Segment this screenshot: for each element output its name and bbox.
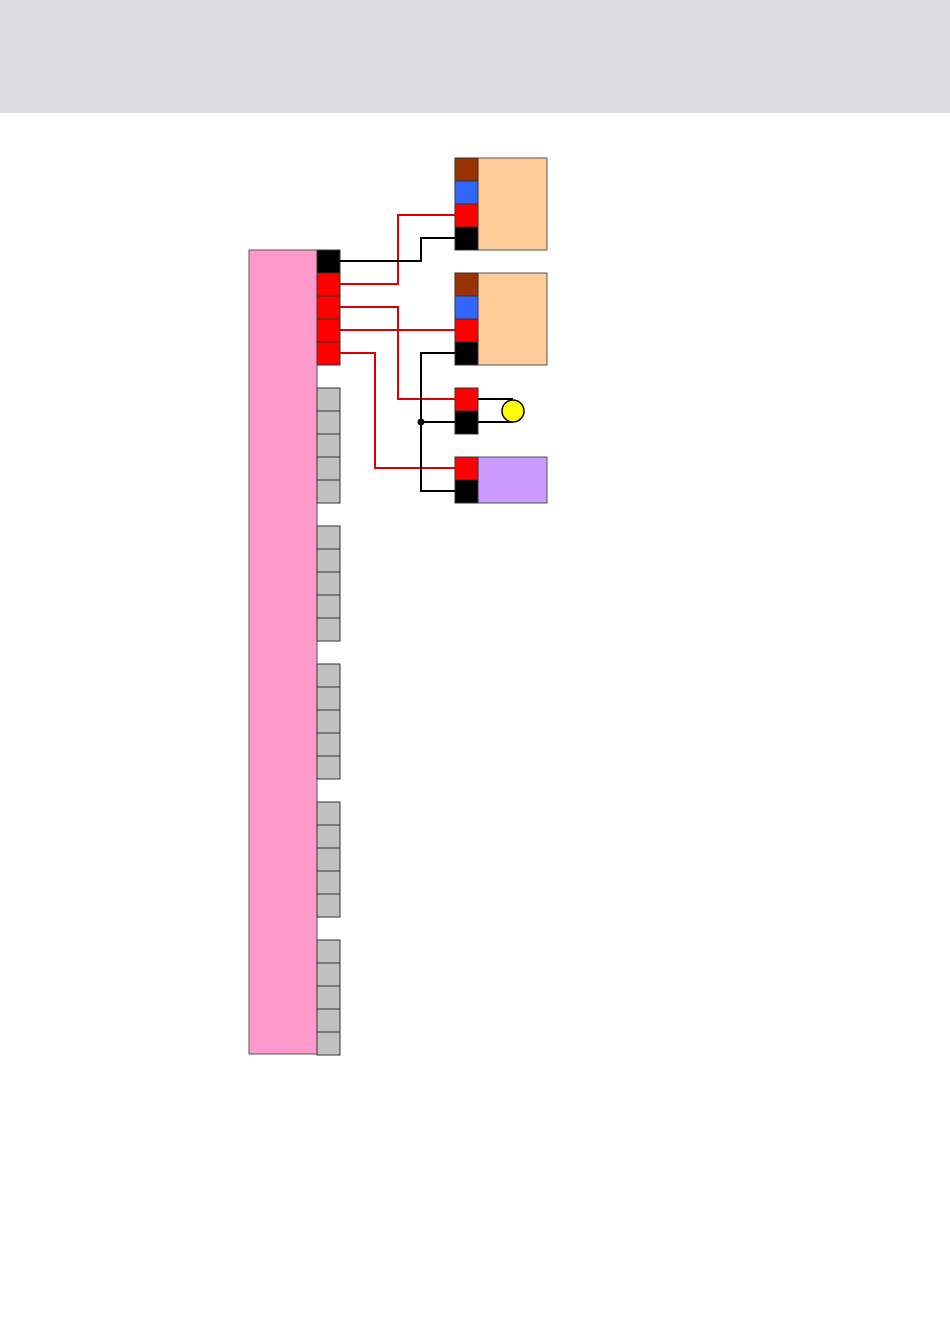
module-2-body: [477, 272, 548, 366]
device-pin-power: [454, 456, 479, 481]
controller-pin-unused: [316, 548, 341, 573]
module-2-pin-ground: [454, 341, 479, 366]
module-2-pin-brown: [454, 272, 479, 297]
module-2-pin-blue: [454, 295, 479, 320]
controller-pin-unused: [316, 456, 341, 481]
device-body: [477, 456, 548, 504]
controller-pin-unused: [316, 893, 341, 918]
device-pin-ground: [454, 479, 479, 504]
controller-pin-unused: [316, 824, 341, 849]
controller-pin-unused: [316, 594, 341, 619]
controller-pin-unused: [316, 962, 341, 987]
module-1-pin-ground: [454, 226, 479, 251]
controller-pin-unused: [316, 732, 341, 757]
module-1-pin-blue: [454, 180, 479, 205]
controller-pin-unused: [316, 847, 341, 872]
lamp-icon: [501, 399, 525, 423]
module-2-pin-power: [454, 318, 479, 343]
lamp-leads: [478, 398, 513, 423]
module-1-pin-brown: [454, 157, 479, 182]
controller-pin-unused: [316, 663, 341, 688]
red-wire-1: [340, 214, 455, 285]
controller-pin-unused: [316, 525, 341, 550]
controller-pin-unused: [316, 709, 341, 734]
controller-pin-unused: [316, 571, 341, 596]
controller-pin-ground: [316, 249, 341, 274]
red-wire-2: [340, 306, 455, 400]
controller-pin-unused: [316, 939, 341, 964]
controller-body: [248, 249, 318, 1055]
controller-pin-unused: [316, 1031, 341, 1056]
module-1-pin-power: [454, 203, 479, 228]
controller-pin-power: [316, 341, 341, 366]
controller-pin-power: [316, 295, 341, 320]
controller-pin-unused: [316, 686, 341, 711]
module-1-body: [477, 157, 548, 251]
ground-wire-1: [340, 237, 455, 262]
controller-pin-unused: [316, 617, 341, 642]
controller-pin-unused: [316, 985, 341, 1010]
red-wire-4: [340, 352, 455, 469]
ground-junction: [417, 418, 425, 426]
top-bar: [0, 0, 950, 113]
controller-pin-unused: [316, 1008, 341, 1033]
controller-pin-unused: [316, 410, 341, 435]
controller-pin-power: [316, 272, 341, 297]
controller-pin-unused: [316, 755, 341, 780]
controller-pin-unused: [316, 433, 341, 458]
controller-pin-power: [316, 318, 341, 343]
controller-pin-unused: [316, 387, 341, 412]
lamp-pin-ground: [454, 410, 479, 435]
controller-pin-unused: [316, 479, 341, 504]
controller-pin-unused: [316, 801, 341, 826]
controller-pin-unused: [316, 870, 341, 895]
lamp-pin-power: [454, 387, 479, 412]
